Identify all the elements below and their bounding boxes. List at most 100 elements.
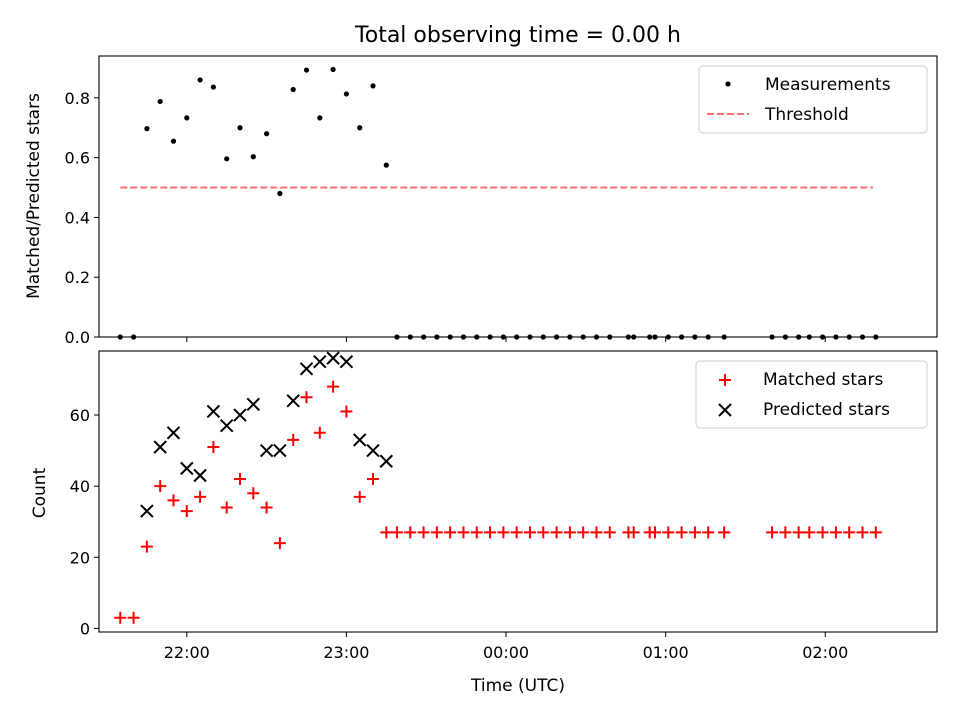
top-ytick-label: 0.8: [65, 89, 90, 108]
measurements-point: [184, 115, 190, 121]
measurements-point: [647, 334, 653, 340]
matched-stars-point: [167, 494, 180, 507]
predicted-stars-point: [259, 443, 274, 458]
matched-stars-point: [340, 405, 353, 418]
predicted-stars-point: [180, 461, 194, 476]
matched-stars-point: [260, 501, 273, 514]
matched-stars-point: [649, 526, 662, 539]
matched-stars-point: [180, 505, 193, 518]
matched-stars-point: [563, 526, 576, 539]
predicted-stars-point: [313, 354, 327, 369]
top-legend-frame: [698, 65, 928, 134]
top-ytick-label: 0.2: [65, 268, 90, 287]
measurements-point: [370, 83, 376, 89]
matched-stars-point: [590, 526, 603, 539]
top-chart-title: Total observing time = 0.00 h: [354, 23, 681, 48]
matched-stars-point: [843, 526, 856, 539]
matched-stars-point: [417, 526, 430, 539]
measurements-point: [420, 334, 427, 340]
series-predicted-stars: [140, 351, 394, 518]
predicted-stars-point: [299, 362, 314, 376]
measurements-point: [330, 66, 336, 73]
matched-stars-point: [353, 490, 366, 503]
matched-stars-point: [779, 526, 792, 539]
bottom-axes-frame: [98, 350, 938, 633]
matched-stars-point: [220, 501, 233, 514]
matched-stars-point: [702, 526, 715, 539]
measurements-point: [130, 334, 137, 340]
measurements-point: [303, 67, 310, 73]
measurements-point: [117, 334, 123, 340]
measurements-point: [859, 334, 866, 340]
legend-label-measurements: Measurements: [765, 75, 891, 95]
bottom-xtick-label: 00:00: [483, 643, 529, 662]
measurements-point: [527, 334, 533, 340]
measurements-point: [873, 334, 879, 340]
legend-marker-predicted-stars: [718, 403, 732, 417]
matched-stars-point: [247, 487, 260, 500]
measurements-point: [157, 98, 163, 105]
measurements-point: [250, 154, 256, 160]
matched-stars-point: [627, 526, 640, 539]
bottom-x-axis-label: Time (UTC): [470, 676, 565, 696]
measurements-point: [721, 334, 727, 340]
matched-stars-point: [688, 526, 701, 539]
measurements-point: [144, 126, 150, 132]
matched-stars-point: [444, 526, 457, 539]
matched-stars-point: [497, 526, 510, 539]
measurements-point: [317, 115, 323, 121]
top-ytick-label: 0.4: [65, 208, 90, 227]
predicted-stars-point: [153, 440, 167, 454]
measurements-point: [679, 334, 685, 340]
measurements-point: [210, 84, 216, 90]
measurements-point: [264, 131, 270, 137]
measurements-point: [357, 125, 363, 131]
measurements-point: [593, 334, 600, 340]
bottom-xtick-label: 22:00: [164, 643, 210, 662]
measurements-point: [277, 190, 283, 197]
predicted-stars-point: [339, 354, 354, 369]
matched-stars-point: [313, 426, 326, 439]
matched-stars-point: [327, 380, 340, 393]
matched-stars-point: [537, 526, 550, 539]
matched-stars-point: [510, 526, 523, 539]
matched-stars-point: [675, 526, 688, 539]
matched-stars-point: [856, 526, 869, 539]
bottom-legend-frame: [695, 360, 928, 429]
matched-stars-point: [523, 526, 536, 539]
measurements-point: [170, 138, 177, 144]
predicted-stars-point: [166, 426, 181, 440]
measurements-point: [652, 334, 658, 340]
predicted-stars-point: [193, 468, 207, 483]
measurements-point: [434, 334, 440, 340]
measurements-point: [567, 334, 573, 340]
predicted-stars-point: [233, 408, 247, 422]
measurements-point: [197, 77, 203, 83]
measurements-point: [383, 162, 389, 168]
bottom-ytick-label: 20: [70, 548, 90, 567]
predicted-stars-point: [326, 351, 340, 365]
matched-stars-point: [300, 391, 313, 404]
matched-stars-point: [154, 480, 167, 493]
top-y-axis-label: Matched/Predicted stars: [24, 93, 44, 299]
measurements-point: [237, 125, 243, 131]
measurements-point: [607, 334, 613, 340]
matched-stars-point: [550, 526, 563, 539]
predicted-stars-point: [366, 443, 380, 458]
bottom-ytick-label: 40: [70, 477, 90, 496]
measurements-point: [514, 334, 520, 340]
measurements-point: [540, 334, 546, 340]
matched-stars-point: [390, 526, 403, 539]
measurements-point: [705, 334, 711, 340]
measurements-point: [394, 334, 400, 340]
predicted-stars-point: [140, 504, 154, 518]
matched-stars-point: [207, 441, 220, 454]
matched-stars-point: [194, 490, 207, 503]
measurements-point: [769, 334, 775, 340]
matched-stars-point: [457, 526, 470, 539]
matched-stars-point: [114, 611, 127, 624]
measurements-point: [343, 91, 350, 97]
measurements-point: [553, 334, 560, 340]
legend-marker-measurements: [725, 81, 731, 87]
